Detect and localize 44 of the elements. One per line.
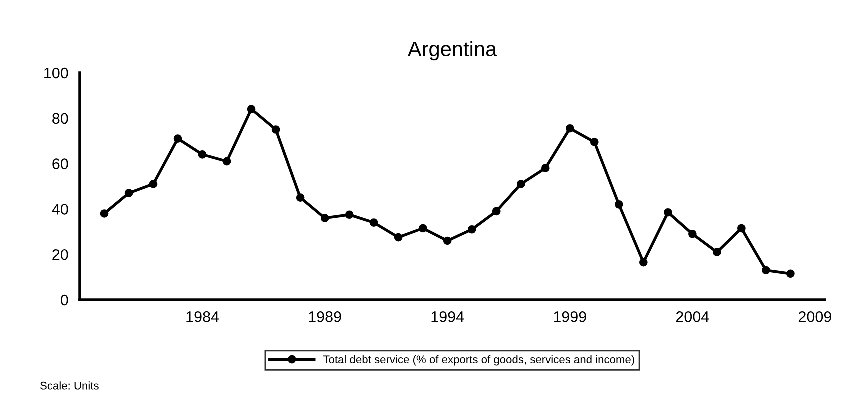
point <box>174 134 182 143</box>
x-tick-label: 2004 <box>676 312 710 322</box>
point <box>738 224 746 233</box>
y-tick-label: 20 <box>52 249 68 260</box>
point <box>443 236 452 246</box>
point <box>664 208 672 217</box>
legend-label: Total debt service (% of exports of goods, services and income) <box>323 355 634 366</box>
text: Scale: Units <box>40 382 99 390</box>
point <box>468 225 476 234</box>
point <box>394 233 403 242</box>
point <box>418 224 428 233</box>
x-tick-label: 1999 <box>554 312 586 322</box>
y-tick-label: 100 <box>44 68 68 79</box>
point <box>762 266 770 275</box>
point <box>541 164 550 173</box>
point <box>320 214 330 222</box>
y-tick-label: 0 <box>60 294 68 306</box>
point <box>590 138 599 146</box>
point <box>370 218 378 227</box>
point <box>614 200 624 209</box>
point <box>713 248 722 256</box>
point <box>222 157 232 166</box>
point <box>124 189 134 198</box>
point <box>272 126 280 134</box>
point <box>296 194 305 202</box>
x-tick-label: 1984 <box>186 312 220 322</box>
x-tick-label: 2009 <box>798 312 832 322</box>
point <box>492 207 501 216</box>
point <box>688 230 697 238</box>
point <box>247 105 256 114</box>
point <box>639 258 648 267</box>
y-tick-label: 80 <box>52 113 68 124</box>
y-tick-label: 60 <box>52 158 68 170</box>
point <box>198 150 207 159</box>
point <box>149 180 158 188</box>
x-tick-label: 1994 <box>432 312 464 322</box>
point <box>516 180 526 188</box>
y-tick-label: 40 <box>52 204 68 215</box>
point <box>566 124 574 133</box>
point <box>100 210 109 218</box>
point <box>345 210 354 220</box>
x-tick-label: 1989 <box>309 312 342 322</box>
point <box>786 270 795 278</box>
chart-title: Argentina <box>408 41 498 61</box>
